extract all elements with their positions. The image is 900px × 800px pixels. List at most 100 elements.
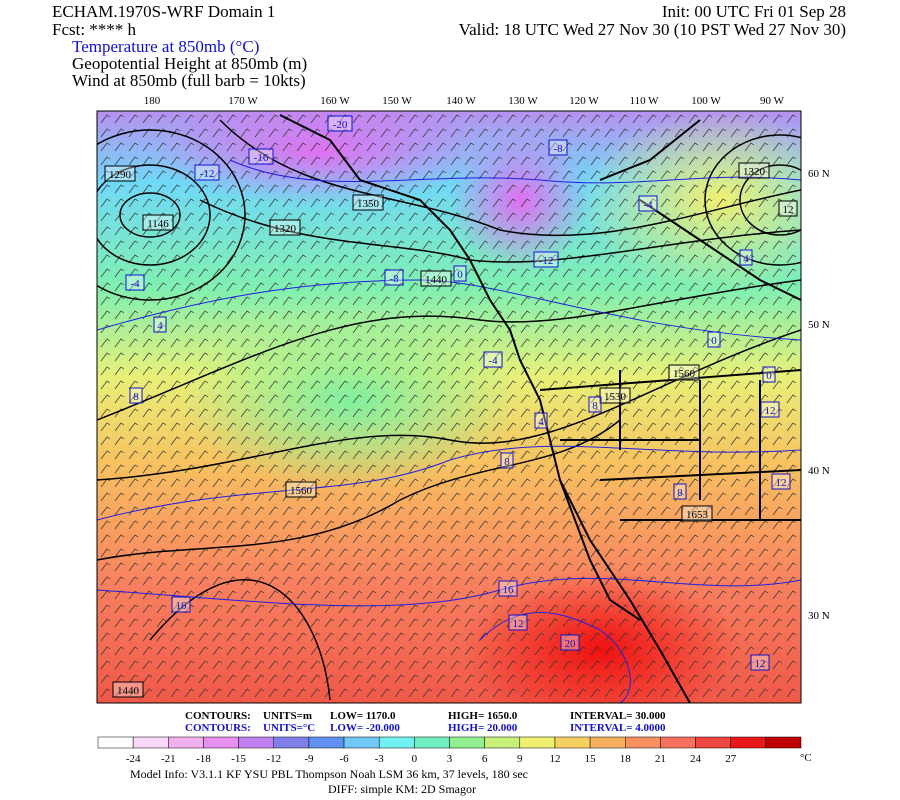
colorbar-swatch [765, 736, 802, 749]
info-interval: INTERVAL= 4.0000 [570, 722, 666, 734]
temperature-label: -16 [254, 152, 269, 164]
temperature-label: 12 [513, 618, 524, 630]
height-label-box [104, 165, 136, 182]
colorbar-swatch [308, 736, 345, 749]
info-low: LOW= -20.000 [330, 722, 400, 734]
temperature-label-box [129, 387, 143, 404]
temperature-label-box [548, 139, 568, 156]
field-temperature: Temperature at 850mb (°C) [72, 37, 259, 56]
temperature-label: 0 [711, 335, 717, 347]
info-high: HIGH= 1650.0 [448, 710, 518, 722]
height-label-box [142, 214, 174, 231]
colorbar-swatch [273, 736, 310, 749]
temperature-label: -4 [130, 278, 140, 290]
temperature-label-box [171, 596, 191, 613]
temperature-label: -8 [389, 273, 399, 285]
longitude-label: 110 W [629, 95, 659, 107]
height-label: 1350 [357, 198, 380, 210]
temperature-contours [97, 159, 801, 703]
temperature-label: 8 [504, 456, 510, 468]
height-label: 1146 [147, 218, 169, 230]
info-units: UNITS=m [263, 710, 312, 722]
temperature-label-box [560, 634, 580, 651]
longitude-label: 130 W [508, 95, 538, 107]
colorbar-label: -15 [231, 753, 246, 765]
colorbar-swatch [449, 736, 485, 749]
height-label-box [599, 387, 631, 404]
height-label-box [112, 681, 144, 698]
height-label: 1653 [686, 509, 709, 521]
latitude-label: 60 N [808, 168, 830, 180]
colorbar-swatch [378, 736, 415, 749]
height-label-box [778, 200, 798, 217]
colorbar-swatch [238, 736, 275, 749]
info-high: HIGH= 20.000 [448, 722, 518, 734]
wind-barbs [97, 111, 801, 703]
valid-time: Valid: 18 UTC Wed 27 Nov 30 (10 PST Wed … [459, 20, 846, 39]
info-label: CONTOURS: [185, 710, 251, 722]
height-label-box [269, 219, 301, 236]
colorbar-label: 21 [655, 753, 666, 765]
temperature-label-box [673, 483, 687, 500]
height-label: 1440 [425, 274, 448, 286]
temperature-label: 8 [592, 400, 598, 412]
colorbar-swatch [589, 736, 626, 749]
colorbar-swatch [695, 736, 731, 749]
colorbar-label: 12 [549, 753, 560, 765]
longitude-label: 100 W [691, 95, 721, 107]
colorbar-label: 27 [725, 753, 737, 765]
temperature-label: 16 [503, 584, 515, 596]
height-label: 1440 [117, 685, 140, 697]
temperature-label: 0 [457, 269, 463, 281]
temperature-label: 12 [776, 477, 787, 489]
temperature-label-box [384, 269, 404, 286]
colorbar-swatch [97, 736, 134, 749]
height-label: 12 [783, 204, 794, 216]
temperature-label: -20 [333, 119, 348, 131]
temperature-label-box [771, 473, 791, 490]
colorbar-swatch [554, 736, 591, 749]
latitude-label: 50 N [808, 319, 830, 331]
colorbar-swatch [519, 736, 556, 749]
field-wind: Wind at 850mb (full barb = 10kts) [72, 71, 306, 90]
colorbar-label: -3 [375, 753, 385, 765]
temperature-label: 16 [176, 600, 188, 612]
colorbar-label: 3 [447, 753, 453, 765]
colorbar-label: 9 [517, 753, 523, 765]
temperature-label-box [534, 412, 548, 429]
temperature-label-box [762, 366, 776, 383]
colorbar-label: -12 [266, 753, 281, 765]
colorbar-label: 15 [585, 753, 597, 765]
map-area [97, 111, 801, 703]
temperature-label-box [500, 452, 514, 469]
temperature-label: -12 [200, 168, 215, 180]
colorbar-label: -6 [339, 753, 349, 765]
model-title: ECHAM.1970S-WRF Domain 1 [52, 2, 275, 21]
init-time: Init: 00 UTC Fri 01 Sep 28 [662, 2, 846, 21]
colorbar-swatch [660, 736, 696, 749]
colorbar-label: 24 [690, 753, 702, 765]
field-height: Geopotential Height at 850mb (m) [72, 54, 307, 73]
colorbar-label: -9 [304, 753, 314, 765]
temperature-label-box [483, 351, 503, 368]
colorbar-label: -18 [196, 753, 211, 765]
info-label: CONTOURS: [185, 722, 251, 734]
temperature-label: 12 [755, 658, 766, 670]
colorbar-label: 6 [482, 753, 488, 765]
temperature-label: -12 [539, 255, 554, 267]
model-info: Model Info: V3.1.1 KF YSU PBL Thompson N… [130, 767, 528, 781]
height-label: 1320 [743, 166, 766, 178]
longitude-label: 180 [144, 95, 161, 107]
height-label: 1560 [290, 485, 313, 497]
temperature-label: 0 [766, 370, 772, 382]
diff-info: DIFF: simple KM: 2D Smagor [328, 782, 476, 796]
longitude-label: 140 W [446, 95, 476, 107]
temperature-label-box [508, 614, 528, 631]
info-units: UNITS=°C [263, 722, 315, 734]
colorbar-swatch [168, 736, 204, 749]
colorbar-swatch [132, 736, 169, 749]
longitude-label: 90 W [760, 95, 785, 107]
latitude-label: 40 N [808, 465, 830, 477]
temperature-label-box [707, 331, 721, 348]
